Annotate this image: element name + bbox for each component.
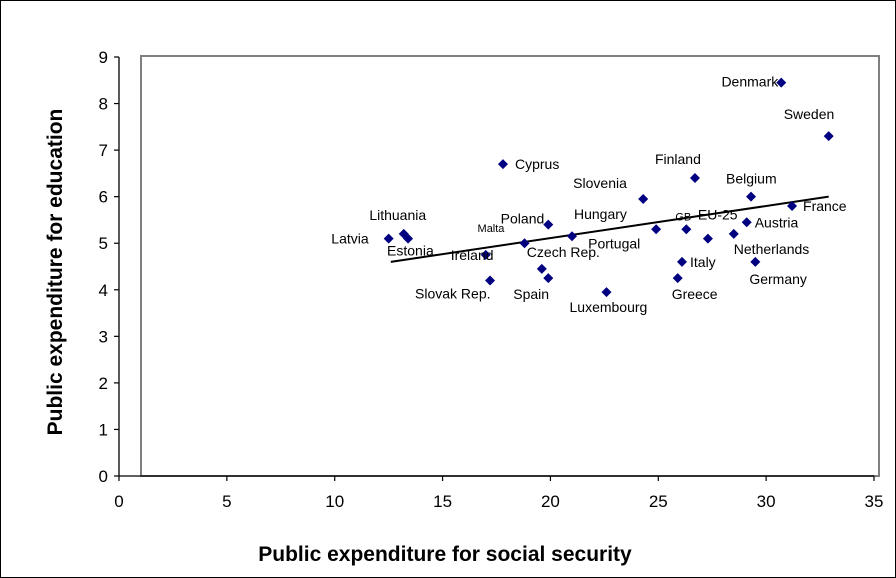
point-label: GB bbox=[675, 211, 691, 223]
y-tick-label: 7 bbox=[99, 141, 108, 160]
y-tick-label: 2 bbox=[99, 374, 108, 393]
data-point bbox=[741, 217, 752, 228]
point-label: Lithuania bbox=[369, 207, 426, 223]
y-axis-title: Public expenditure for education bbox=[44, 109, 67, 436]
data-point bbox=[638, 193, 649, 204]
point-labels: Denmark Sweden Cyprus Finland Belgium Sloveni… bbox=[331, 74, 847, 316]
y-tick-label: 5 bbox=[99, 234, 108, 253]
point-label: Sweden bbox=[784, 106, 835, 122]
data-point bbox=[689, 173, 700, 184]
y-tick-label: 9 bbox=[99, 48, 108, 67]
data-point bbox=[601, 287, 612, 298]
data-point bbox=[728, 228, 739, 239]
point-label: France bbox=[803, 198, 847, 214]
point-label: Belgium bbox=[726, 171, 777, 187]
point-label: Slovak Rep. bbox=[415, 285, 490, 301]
y-tick-label: 1 bbox=[99, 420, 108, 439]
data-point bbox=[681, 224, 692, 235]
data-point bbox=[776, 77, 787, 88]
y-tick-label: 4 bbox=[99, 281, 108, 300]
y-tick-label: 0 bbox=[99, 467, 108, 486]
point-label: Denmark bbox=[721, 74, 779, 90]
data-point bbox=[403, 233, 414, 244]
data-point bbox=[567, 231, 577, 242]
point-label: Ireland bbox=[451, 247, 494, 263]
y-tick-label: 3 bbox=[99, 327, 108, 346]
trendline-group bbox=[390, 195, 829, 263]
point-label: EU-25 bbox=[698, 207, 738, 223]
point-label: Slovenia bbox=[573, 175, 627, 191]
point-label: Netherlands bbox=[734, 241, 810, 257]
data-point bbox=[383, 233, 394, 244]
data-point bbox=[750, 256, 761, 267]
x-tick-label: 20 bbox=[541, 492, 560, 511]
data-point bbox=[543, 219, 554, 230]
point-label: Portugal bbox=[588, 235, 640, 251]
point-label: Hungary bbox=[574, 206, 627, 222]
x-tick-label: 0 bbox=[114, 492, 123, 511]
point-label: Austria bbox=[755, 214, 799, 230]
point-label: Latvia bbox=[331, 231, 369, 247]
data-point bbox=[651, 224, 662, 235]
data-point bbox=[787, 200, 798, 211]
point-label: Poland bbox=[501, 211, 545, 227]
y-tick-label: 8 bbox=[99, 95, 108, 114]
point-label: Estonia bbox=[387, 243, 434, 259]
data-point bbox=[672, 273, 683, 284]
point-label: Luxembourg bbox=[570, 299, 648, 315]
axes: 0 1 2 3 4 5 6 7 8 9 0 5 10 15 20 25 30 35 bbox=[99, 48, 884, 511]
data-point bbox=[823, 131, 834, 142]
point-label: Czech Rep. bbox=[527, 244, 600, 260]
points-group bbox=[383, 77, 834, 298]
data-point bbox=[519, 238, 530, 249]
data-point bbox=[702, 233, 713, 244]
data-point bbox=[485, 275, 496, 286]
data-point bbox=[543, 273, 554, 284]
data-point bbox=[480, 249, 491, 260]
point-label: Finland bbox=[655, 151, 701, 167]
y-tick-label: 6 bbox=[99, 188, 108, 207]
x-tick-label: 15 bbox=[433, 492, 452, 511]
x-tick-label: 25 bbox=[649, 492, 668, 511]
x-tick-label: 5 bbox=[222, 492, 231, 511]
plot-area-border bbox=[140, 55, 880, 477]
x-tick-label: 10 bbox=[325, 492, 344, 511]
x-tick-label: 35 bbox=[865, 492, 884, 511]
x-tick-label: 30 bbox=[757, 492, 776, 511]
point-label: Greece bbox=[672, 286, 718, 302]
data-point bbox=[497, 159, 508, 170]
point-label: Germany bbox=[749, 271, 807, 287]
point-label: Malta bbox=[478, 223, 506, 235]
x-axis-title: Public expenditure for social security bbox=[258, 543, 632, 566]
trendline bbox=[390, 195, 829, 263]
data-point bbox=[536, 263, 547, 274]
point-label: Italy bbox=[690, 254, 716, 270]
point-label: Spain bbox=[513, 286, 549, 302]
data-point bbox=[677, 256, 688, 267]
point-label: Cyprus bbox=[515, 156, 559, 172]
data-point bbox=[746, 191, 757, 202]
